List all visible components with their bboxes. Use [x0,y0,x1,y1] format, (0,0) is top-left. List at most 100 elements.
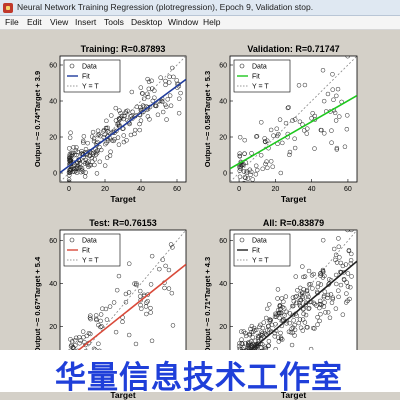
data-point [304,288,310,294]
data-point [162,285,167,291]
data-point [321,293,327,299]
data-point [129,113,134,119]
data-point [243,340,248,346]
data-point [124,138,129,143]
data-point [343,300,349,305]
menu-window[interactable]: Window [168,17,199,27]
data-point [320,275,326,280]
fit-line [60,78,186,174]
y-tick-label: 60 [49,63,57,70]
data-point [86,164,91,169]
data-point [277,315,282,321]
data-point [297,302,303,308]
data-point [271,133,276,138]
data-point [100,306,105,311]
data-point [294,300,299,306]
y-tick-label: 40 [49,281,57,288]
data-point [317,301,323,307]
data-point [170,245,175,250]
data-point [164,104,169,110]
menu-insert[interactable]: Insert [75,17,97,27]
data-point [320,267,326,273]
menu-edit[interactable]: Edit [27,17,42,27]
data-point [133,341,139,347]
data-point [168,242,174,247]
data-point [287,152,292,158]
data-point [80,138,86,144]
data-point [79,148,84,154]
data-point [138,302,143,308]
data-point [69,339,75,344]
data-point [283,120,289,126]
data-point [105,125,110,131]
data-point [333,118,339,123]
data-point [108,149,113,154]
data-point [311,271,316,277]
data-point [266,343,271,348]
data-point [79,150,85,156]
data-point [93,313,99,318]
data-point [249,185,253,189]
menu-file[interactable]: File [5,17,19,27]
data-point [92,162,97,168]
data-point [111,300,117,305]
data-point [272,334,277,339]
data-point [134,104,140,110]
data-point [148,305,153,311]
matlab-app-icon[interactable] [3,3,13,13]
data-point [83,157,89,163]
data-point [292,136,297,141]
regression-panel-2: Validation: R=0.71747 Target Output ~= 0.5… [203,44,358,204]
data-point [73,343,78,348]
data-point [272,314,278,320]
menu-tools[interactable]: Tools [104,17,124,27]
data-point [126,261,132,266]
data-point [113,105,119,111]
data-point [78,338,83,343]
data-point [237,151,242,156]
data-point [242,180,246,182]
data-point [344,280,349,285]
data-point [331,97,336,102]
data-point [335,86,341,92]
data-point [83,146,89,152]
watermark-banner [0,350,400,392]
legend-identity-label: Y = T [82,84,99,91]
data-point [290,118,295,123]
x-tick-label: 60 [344,186,352,193]
data-point [333,252,339,258]
data-point [71,160,76,165]
legend-fit-label: Fit [252,74,260,81]
data-point [86,330,92,336]
data-point [240,341,245,347]
data-point [279,318,285,324]
menu-view[interactable]: View [50,17,69,27]
data-point [318,270,324,276]
data-point [281,317,286,322]
data-point [139,91,145,96]
data-point [347,296,352,302]
data-point [253,163,259,169]
data-point [300,307,306,312]
data-point [138,85,144,90]
data-point [348,285,353,290]
data-point [152,103,158,108]
data-point [126,119,132,124]
data-point [286,329,292,335]
data-point [334,93,339,99]
data-point [66,179,72,182]
data-point [236,343,242,349]
data-point [122,113,127,119]
data-point [237,174,243,180]
data-point [315,322,320,327]
data-point [243,175,248,181]
menu-help[interactable]: Help [203,17,221,27]
data-point [312,301,318,307]
data-point [329,300,335,305]
menu-desktop[interactable]: Desktop [131,17,163,27]
data-point [255,167,260,173]
data-point [95,132,101,138]
data-point [238,164,244,170]
data-point [277,117,283,122]
data-point [73,338,78,343]
